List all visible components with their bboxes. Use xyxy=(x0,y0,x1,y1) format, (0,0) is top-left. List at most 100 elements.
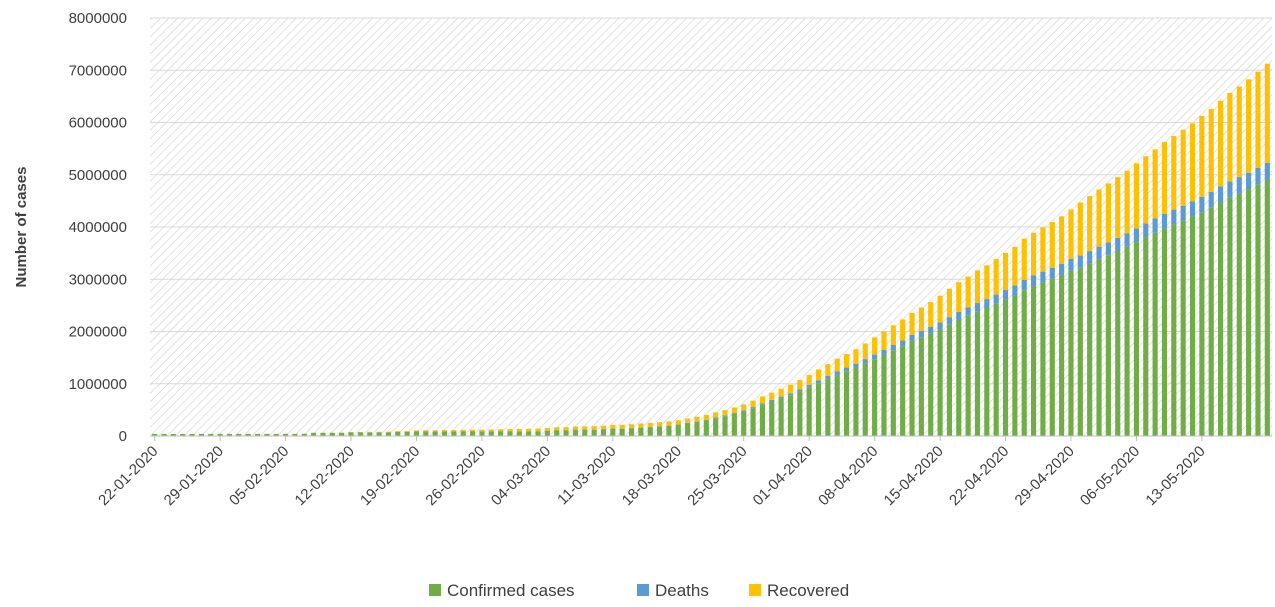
bar-recovered xyxy=(1106,183,1111,242)
bar-deaths xyxy=(788,393,793,395)
bar-confirmed-cases xyxy=(1115,251,1120,436)
bar-deaths xyxy=(741,410,746,411)
bar-deaths xyxy=(779,397,784,399)
legend-label: Confirmed cases xyxy=(447,581,575,600)
bar-deaths xyxy=(1078,256,1083,268)
bar-confirmed-cases xyxy=(975,312,980,436)
bar-recovered xyxy=(1031,233,1036,276)
bar-recovered xyxy=(1209,109,1214,192)
bar-confirmed-cases xyxy=(377,432,382,436)
bar-deaths xyxy=(1246,173,1251,190)
bar-deaths xyxy=(1096,247,1101,260)
bar-recovered xyxy=(769,393,774,400)
bar-recovered xyxy=(1143,156,1148,223)
bar-confirmed-cases xyxy=(1171,224,1176,436)
bar-confirmed-cases xyxy=(1265,180,1270,436)
bar-recovered xyxy=(1246,79,1251,172)
bar-recovered xyxy=(1153,149,1158,218)
bar-confirmed-cases xyxy=(358,432,363,436)
bar-confirmed-cases xyxy=(433,431,438,436)
bar-recovered xyxy=(386,432,391,433)
bar-recovered xyxy=(722,410,727,415)
bar-confirmed-cases xyxy=(461,431,466,436)
bar-confirmed-cases xyxy=(928,334,933,436)
bar-recovered xyxy=(461,430,466,431)
bar-confirmed-cases xyxy=(825,379,830,436)
bar-recovered xyxy=(1003,253,1008,290)
bar-confirmed-cases xyxy=(891,350,896,436)
bar-confirmed-cases xyxy=(694,422,699,436)
y-tick-label: 0 xyxy=(119,428,127,445)
bar-confirmed-cases xyxy=(1003,300,1008,436)
x-tick-label: 11-03-2020 xyxy=(554,443,619,508)
bar-deaths xyxy=(1040,272,1045,283)
bar-recovered xyxy=(1059,216,1064,263)
bar-confirmed-cases xyxy=(1031,286,1036,436)
bar-deaths xyxy=(694,421,699,422)
bar-recovered xyxy=(835,359,840,372)
bar-deaths xyxy=(1209,192,1214,208)
bar-confirmed-cases xyxy=(526,431,531,436)
bar-recovered xyxy=(414,430,419,431)
bar-deaths xyxy=(1106,242,1111,255)
bar-deaths xyxy=(704,420,709,421)
bar-recovered xyxy=(947,289,952,317)
bar-recovered xyxy=(984,265,989,299)
bar-recovered xyxy=(1265,64,1270,163)
bar-deaths xyxy=(1181,206,1186,221)
bar-recovered xyxy=(713,412,718,417)
bar-confirmed-cases xyxy=(994,304,999,436)
bar-recovered xyxy=(994,259,999,295)
bar-confirmed-cases xyxy=(592,430,597,436)
bar-confirmed-cases xyxy=(573,430,578,436)
x-tick-label: 18-03-2020 xyxy=(619,443,685,509)
x-tick-label: 01-04-2020 xyxy=(750,443,816,509)
bar-confirmed-cases xyxy=(751,408,756,436)
bar-confirmed-cases xyxy=(956,320,961,436)
bar-confirmed-cases xyxy=(844,371,849,436)
bar-recovered xyxy=(582,426,587,429)
y-axis-ticks: 0100000020000003000000400000050000006000… xyxy=(69,10,127,445)
bar-confirmed-cases xyxy=(629,428,634,436)
bar-recovered xyxy=(956,282,961,312)
bar-recovered xyxy=(507,429,512,431)
bar-deaths xyxy=(1227,181,1232,197)
bar-deaths xyxy=(909,335,914,341)
bar-recovered xyxy=(601,426,606,429)
bar-confirmed-cases xyxy=(1246,189,1251,436)
bar-confirmed-cases xyxy=(909,341,914,436)
bar-recovered xyxy=(900,319,905,340)
bar-confirmed-cases xyxy=(760,405,765,436)
bar-deaths xyxy=(966,307,971,315)
bar-confirmed-cases xyxy=(638,428,643,436)
bar-confirmed-cases xyxy=(1255,185,1260,436)
y-tick-label: 6000000 xyxy=(69,115,127,132)
bar-confirmed-cases xyxy=(863,363,868,436)
bar-recovered xyxy=(1255,72,1260,168)
bar-deaths xyxy=(1255,168,1260,185)
bar-confirmed-cases xyxy=(1143,237,1148,436)
bar-confirmed-cases xyxy=(554,430,559,436)
bar-deaths xyxy=(722,415,727,416)
bar-confirmed-cases xyxy=(900,346,905,436)
bar-confirmed-cases xyxy=(816,383,821,436)
bar-recovered xyxy=(694,417,699,422)
x-tick-label: 29-01-2020 xyxy=(161,443,227,509)
bar-confirmed-cases xyxy=(713,418,718,436)
bar-confirmed-cases xyxy=(564,430,569,436)
legend-label: Deaths xyxy=(655,581,709,600)
bar-confirmed-cases xyxy=(947,325,952,436)
x-tick-label: 13-05-2020 xyxy=(1142,443,1208,509)
y-tick-label: 2000000 xyxy=(69,324,127,341)
y-tick-label: 4000000 xyxy=(69,219,127,236)
bar-recovered xyxy=(891,325,896,345)
bar-confirmed-cases xyxy=(620,429,625,436)
bar-deaths xyxy=(1153,218,1158,232)
y-tick-label: 5000000 xyxy=(69,167,127,184)
legend-swatch xyxy=(429,584,441,596)
x-tick-label: 05-02-2020 xyxy=(226,443,292,509)
bar-confirmed-cases xyxy=(966,316,971,436)
bar-recovered xyxy=(638,424,643,428)
